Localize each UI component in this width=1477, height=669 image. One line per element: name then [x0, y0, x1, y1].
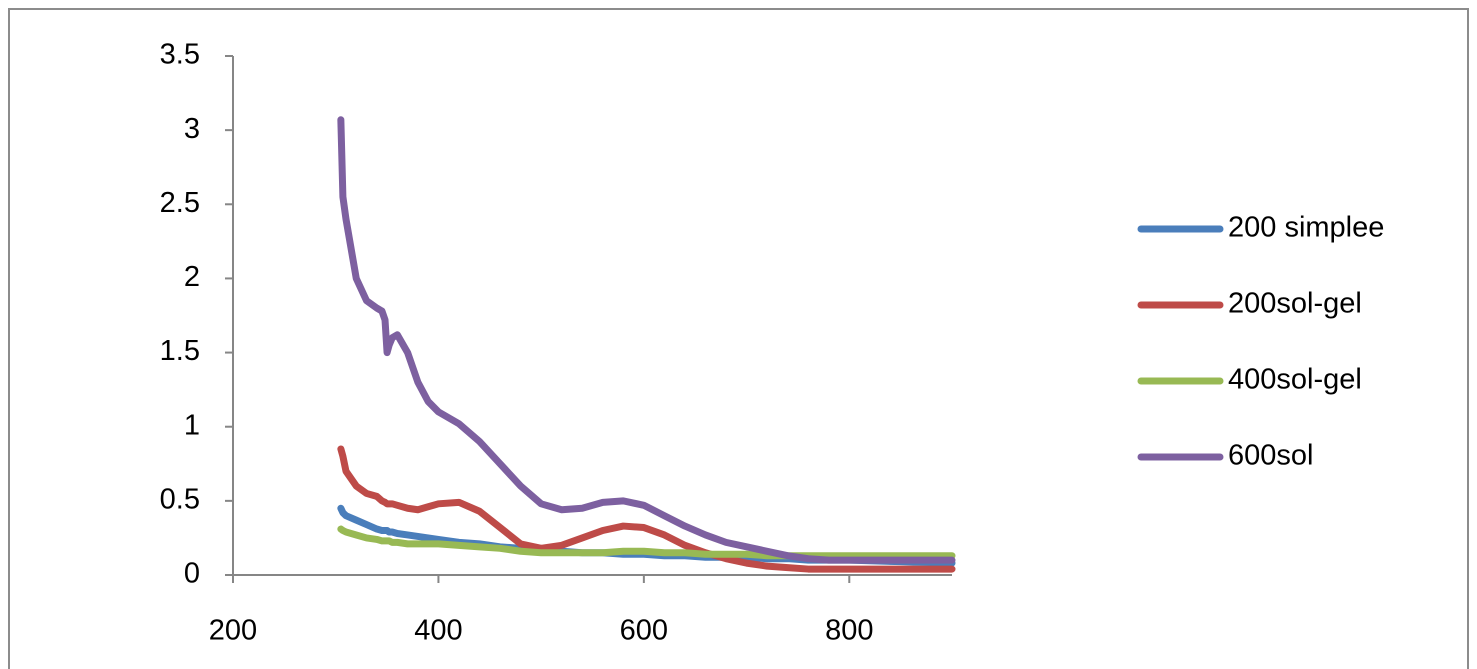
series-line — [337, 445, 956, 573]
x-tick-label: 600 — [620, 615, 668, 647]
legend-label: 600sol — [1228, 440, 1313, 472]
x-tick-label: 800 — [825, 615, 873, 647]
series-line — [337, 116, 956, 564]
y-tick-label: 1 — [184, 409, 200, 441]
y-tick-label: 1.5 — [160, 335, 200, 367]
y-tick-label: 2 — [184, 261, 200, 293]
y-tick-label: 3.5 — [160, 39, 200, 71]
legend-label: 200sol-gel — [1228, 288, 1362, 320]
y-tick-label: 0 — [184, 558, 200, 590]
chart-frame — [8, 8, 1469, 669]
legend-label: 200 simplee — [1228, 212, 1384, 244]
series-line — [337, 525, 956, 560]
y-tick-label: 2.5 — [160, 187, 200, 219]
y-tick-label: 0.5 — [160, 484, 200, 516]
x-tick-label: 400 — [414, 615, 462, 647]
legend-label: 400sol-gel — [1228, 364, 1362, 396]
x-tick-label: 200 — [209, 615, 257, 647]
y-tick-label: 3 — [184, 113, 200, 145]
